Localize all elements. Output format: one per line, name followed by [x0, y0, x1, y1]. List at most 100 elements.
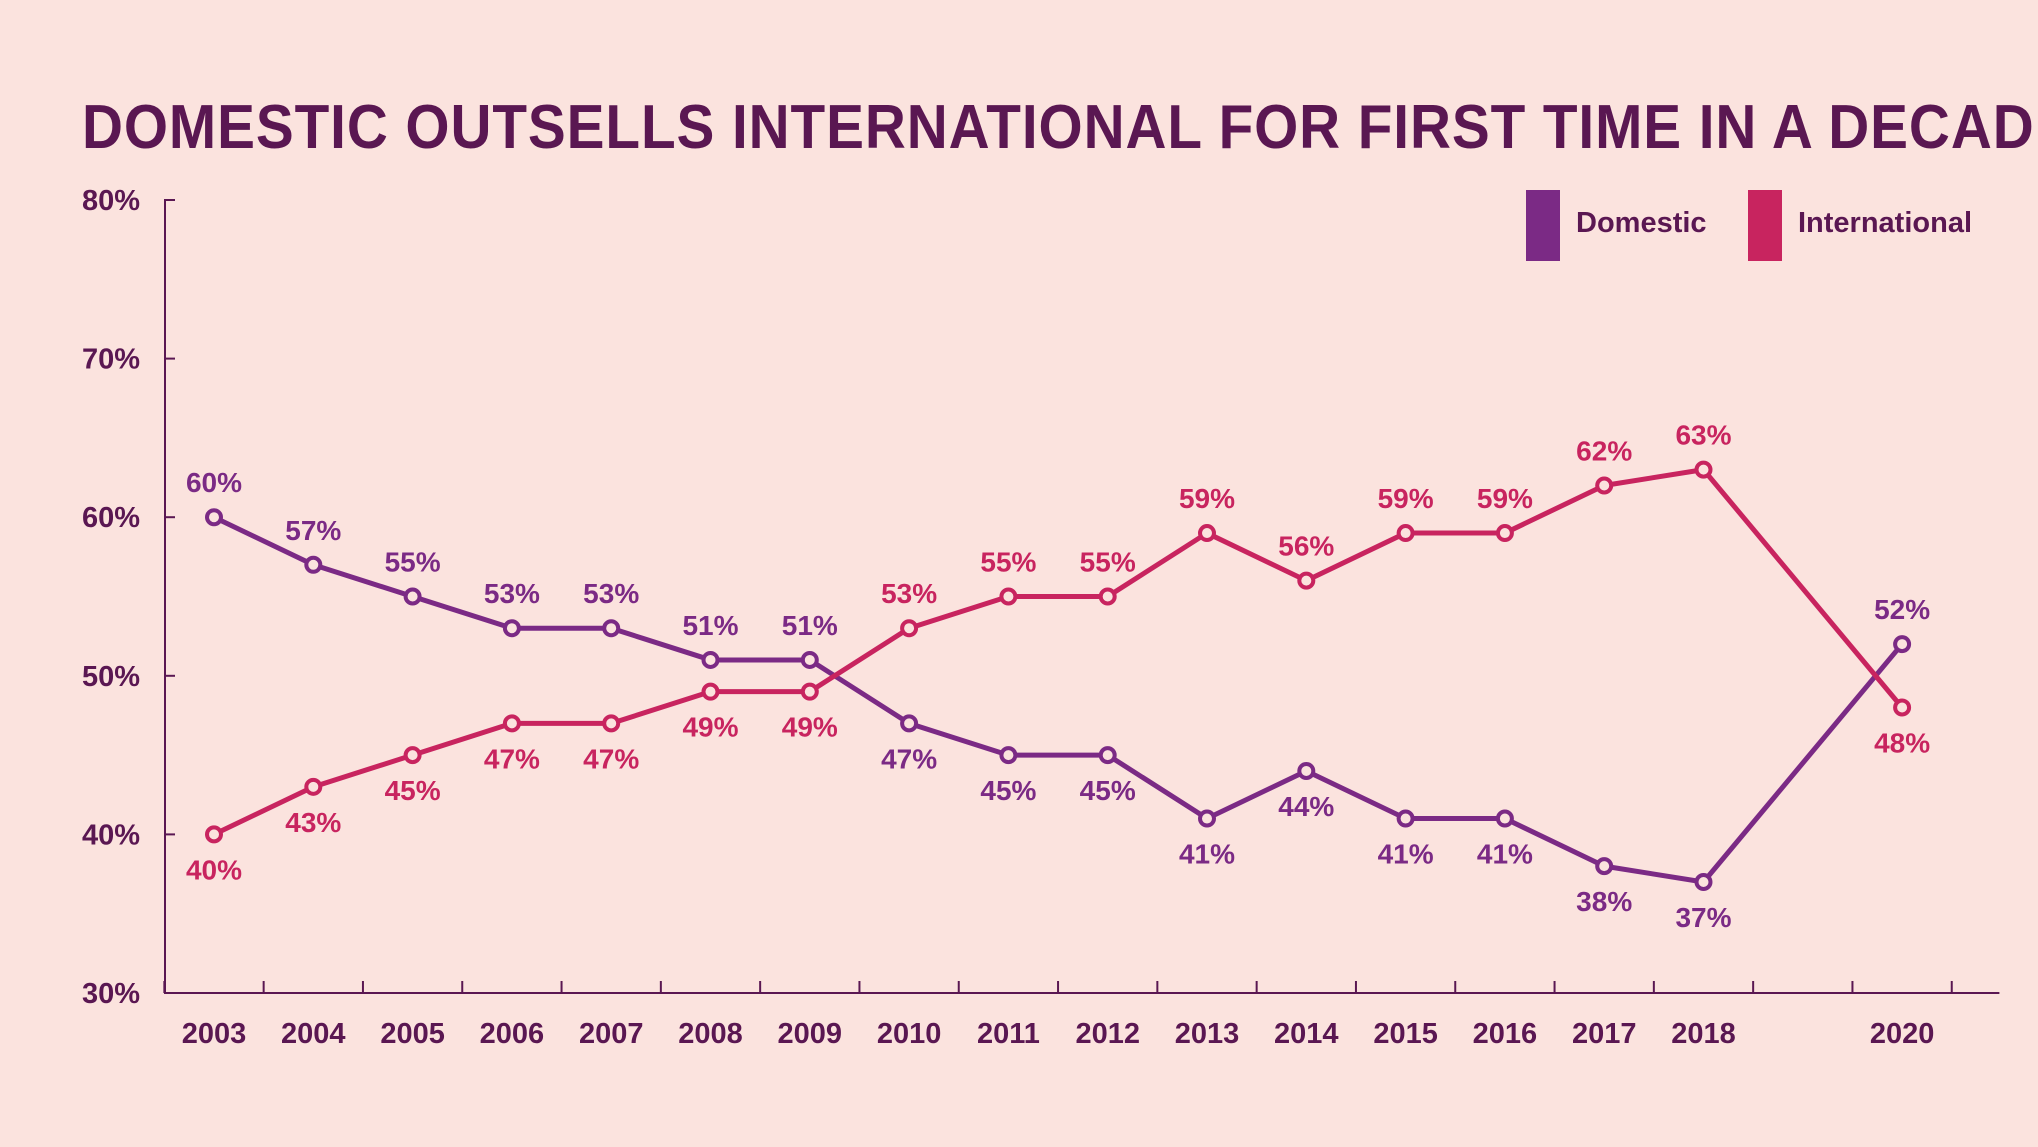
data-label-international: 59%: [1179, 483, 1235, 514]
data-point-domestic: [502, 619, 521, 638]
data-label-domestic: 41%: [1179, 839, 1235, 870]
data-point-domestic: [900, 714, 919, 733]
data-point-domestic: [1694, 872, 1713, 891]
data-label-domestic: 51%: [782, 610, 838, 641]
data-label-domestic: 52%: [1874, 594, 1930, 625]
data-point-international: [1098, 587, 1117, 606]
data-label-domestic: 37%: [1675, 902, 1731, 933]
x-tick-label: 2020: [1870, 1018, 1935, 1050]
data-point-domestic: [304, 555, 323, 574]
y-tick-label: 40%: [82, 819, 140, 851]
data-label-domestic: 60%: [186, 467, 242, 498]
data-point-international: [800, 682, 819, 701]
data-label-international: 55%: [1080, 547, 1136, 578]
data-point-international: [1396, 524, 1415, 543]
data-point-international: [304, 777, 323, 796]
data-label-international: 56%: [1278, 531, 1334, 562]
data-point-international: [900, 619, 919, 638]
y-tick-label: 80%: [82, 185, 140, 217]
data-label-international: 45%: [385, 775, 441, 806]
x-tick-label: 2011: [977, 1018, 1040, 1050]
legend-label-domestic: Domestic: [1576, 207, 1707, 239]
data-point-domestic: [1893, 635, 1912, 654]
data-label-international: 59%: [1378, 483, 1434, 514]
x-tick-label: 2015: [1373, 1018, 1438, 1050]
y-tick-label: 50%: [82, 661, 140, 693]
data-label-domestic: 53%: [484, 578, 540, 609]
x-tick-label: 2018: [1671, 1018, 1736, 1050]
x-tick-label: 2012: [1075, 1018, 1140, 1050]
data-label-international: 49%: [682, 712, 738, 743]
x-tick-label: 2010: [877, 1018, 942, 1050]
data-label-domestic: 55%: [385, 547, 441, 578]
x-tick-label: 2017: [1572, 1018, 1637, 1050]
x-tick-label: 2008: [678, 1018, 743, 1050]
data-label-international: 47%: [484, 743, 540, 774]
data-point-domestic: [999, 746, 1018, 765]
data-point-international: [999, 587, 1018, 606]
x-tick-label: 2005: [380, 1018, 445, 1050]
x-tick-label: 2004: [281, 1018, 346, 1050]
data-label-international: 59%: [1477, 483, 1533, 514]
x-tick-label: 2013: [1175, 1018, 1240, 1050]
data-label-international: 63%: [1675, 420, 1731, 451]
data-point-domestic: [205, 508, 223, 527]
x-tick-label: 2016: [1473, 1018, 1538, 1050]
legend-swatch-domestic: [1526, 190, 1560, 261]
data-point-domestic: [1198, 809, 1216, 828]
data-point-domestic: [403, 587, 422, 606]
y-tick-label: 60%: [82, 502, 140, 534]
y-tick-label: 70%: [82, 344, 140, 376]
data-point-international: [1297, 571, 1316, 590]
x-tick-label: 2003: [182, 1018, 247, 1050]
data-label-domestic: 51%: [682, 610, 738, 641]
data-point-domestic: [1396, 809, 1415, 828]
data-label-domestic: 53%: [583, 578, 639, 609]
data-point-domestic: [1098, 746, 1117, 765]
data-point-international: [1694, 460, 1713, 479]
legend-label-international: International: [1798, 207, 1972, 239]
data-point-international: [602, 714, 621, 733]
data-label-domestic: 44%: [1278, 791, 1334, 822]
data-point-domestic: [1595, 857, 1614, 876]
data-point-domestic: [1297, 761, 1316, 780]
x-tick-label: 2007: [579, 1018, 644, 1050]
data-point-international: [1595, 476, 1614, 495]
data-point-international: [1495, 524, 1514, 543]
data-label-domestic: 45%: [980, 775, 1036, 806]
data-label-domestic: 45%: [1080, 775, 1136, 806]
data-label-international: 47%: [583, 743, 639, 774]
data-label-domestic: 38%: [1576, 886, 1632, 917]
chart-title: DOMESTIC OUTSELLS INTERNATIONAL FOR FIRS…: [82, 93, 2038, 162]
data-point-international: [1198, 524, 1216, 543]
data-point-international: [502, 714, 521, 733]
data-label-international: 40%: [186, 854, 242, 885]
data-label-international: 62%: [1576, 435, 1632, 466]
data-point-domestic: [1495, 809, 1514, 828]
data-point-domestic: [800, 650, 819, 669]
data-label-international: 49%: [782, 712, 838, 743]
x-tick-label: 2014: [1274, 1018, 1339, 1050]
data-point-domestic: [701, 650, 720, 669]
series-line-domestic: [212, 514, 1905, 885]
data-label-domestic: 41%: [1378, 839, 1434, 870]
data-label-domestic: 41%: [1477, 839, 1533, 870]
data-label-international: 48%: [1874, 728, 1930, 759]
data-label-domestic: 57%: [285, 515, 341, 546]
data-label-domestic: 47%: [881, 743, 937, 774]
data-label-international: 53%: [881, 578, 937, 609]
x-tick-label: 2009: [778, 1018, 843, 1050]
data-point-international: [701, 682, 720, 701]
data-label-international: 43%: [285, 807, 341, 838]
data-point-international: [1893, 698, 1912, 717]
x-tick-label: 2006: [480, 1018, 545, 1050]
series-line-international: [212, 467, 1905, 837]
data-point-international: [403, 746, 422, 765]
data-label-international: 55%: [980, 547, 1036, 578]
legend-swatch-international: [1748, 190, 1782, 261]
data-point-domestic: [602, 619, 621, 638]
data-point-international: [205, 825, 223, 844]
y-tick-label: 30%: [82, 978, 140, 1010]
